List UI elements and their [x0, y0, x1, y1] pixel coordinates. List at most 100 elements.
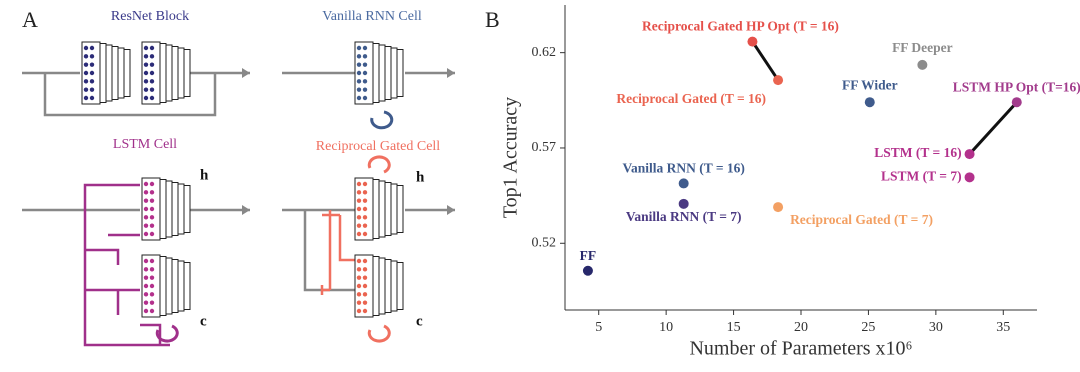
- block-unit: [149, 70, 155, 76]
- block-unit: [149, 62, 155, 67]
- block-unit: [362, 79, 368, 84]
- block-unit: [143, 292, 149, 297]
- point: [773, 202, 784, 213]
- block-unit: [362, 87, 368, 92]
- point: [678, 178, 689, 189]
- block-unit: [149, 190, 155, 195]
- block-unit: [356, 215, 362, 220]
- panel-label: A: [22, 7, 38, 32]
- block-unit: [143, 87, 149, 92]
- y-tick-label: 0.57: [532, 140, 557, 155]
- point: [964, 149, 975, 160]
- block-unit: [83, 54, 89, 59]
- block-unit: [83, 87, 89, 92]
- point-label: FF: [580, 248, 597, 263]
- block-unit: [362, 308, 368, 314]
- block-unit: [356, 181, 362, 187]
- block-unit: [362, 283, 368, 289]
- block-unit: [356, 292, 362, 297]
- block-unit: [149, 300, 155, 305]
- block-unit: [362, 300, 368, 305]
- block-unit: [143, 190, 149, 195]
- block-unit: [149, 231, 155, 237]
- block-unit: [149, 181, 155, 187]
- state-label: h: [200, 167, 209, 183]
- diagram-title: Vanilla RNN Cell: [322, 9, 422, 24]
- block-unit: [83, 79, 89, 84]
- block-unit: [149, 45, 155, 51]
- x-tick-label: 10: [659, 320, 673, 335]
- block-unit: [83, 62, 89, 67]
- block-unit: [149, 198, 155, 203]
- block-unit: [356, 283, 362, 289]
- x-axis-title: Number of Parameters x10⁶: [689, 338, 912, 360]
- point-label: Reciprocal Gated (T = 16): [616, 91, 766, 106]
- block-unit: [362, 215, 368, 220]
- block-unit: [362, 62, 368, 67]
- block-unit: [89, 62, 95, 67]
- block-unit: [89, 54, 95, 59]
- state-label: h: [416, 169, 425, 185]
- diagram-title: Reciprocal Gated Cell: [316, 139, 441, 154]
- block-unit: [362, 258, 368, 264]
- block-unit: [362, 231, 368, 237]
- point-label: LSTM (T = 7): [881, 168, 962, 183]
- block-unit: [356, 275, 362, 280]
- block-unit: [149, 206, 155, 212]
- block-unit: [143, 267, 149, 272]
- block-unit: [362, 275, 368, 280]
- point: [864, 97, 875, 108]
- block-unit: [362, 181, 368, 187]
- block-unit: [362, 267, 368, 272]
- diagram-blocks: [81, 41, 404, 318]
- block-unit: [356, 70, 362, 76]
- block-unit: [143, 308, 149, 314]
- block-unit: [143, 79, 149, 84]
- block-unit: [362, 70, 368, 76]
- block-unit: [149, 258, 155, 264]
- block-unit: [356, 190, 362, 195]
- block-unit: [83, 70, 89, 76]
- block-unit: [89, 70, 95, 76]
- diagram-title: LSTM Cell: [113, 137, 177, 152]
- block-unit: [149, 87, 155, 92]
- block-unit: [149, 95, 155, 101]
- state-label: c: [200, 313, 207, 329]
- block-unit: [89, 79, 95, 84]
- block-unit: [362, 223, 368, 228]
- block-unit: [356, 95, 362, 101]
- point: [917, 59, 928, 70]
- block-unit: [89, 95, 95, 101]
- point-label: FF Wider: [842, 77, 898, 92]
- block-unit: [356, 258, 362, 264]
- block-unit: [362, 198, 368, 203]
- block-unit: [143, 198, 149, 203]
- point-label: Reciprocal Gated HP Opt (T = 16): [642, 19, 839, 34]
- block-unit: [143, 231, 149, 237]
- connector: [968, 101, 1018, 156]
- block-unit: [143, 300, 149, 305]
- y-axis-title: Top1 Accuracy: [500, 97, 522, 218]
- block-unit: [143, 283, 149, 289]
- point: [747, 36, 758, 47]
- block-unit: [149, 308, 155, 314]
- diagram-title: ResNet Block: [111, 9, 189, 24]
- block-unit: [356, 87, 362, 92]
- block-unit: [356, 54, 362, 59]
- diagram-arrows: [22, 68, 455, 347]
- block-unit: [356, 231, 362, 237]
- block-unit: [149, 283, 155, 289]
- block-unit: [356, 198, 362, 203]
- point-label: FF Deeper: [892, 40, 953, 55]
- block-unit: [89, 45, 95, 51]
- block-unit: [362, 45, 368, 51]
- point: [964, 172, 975, 183]
- block-unit: [362, 95, 368, 101]
- block-unit: [143, 45, 149, 51]
- panel-label: B: [485, 7, 500, 32]
- y-tick-label: 0.52: [532, 236, 557, 251]
- block-unit: [356, 223, 362, 228]
- point: [678, 198, 689, 209]
- block-unit: [143, 95, 149, 101]
